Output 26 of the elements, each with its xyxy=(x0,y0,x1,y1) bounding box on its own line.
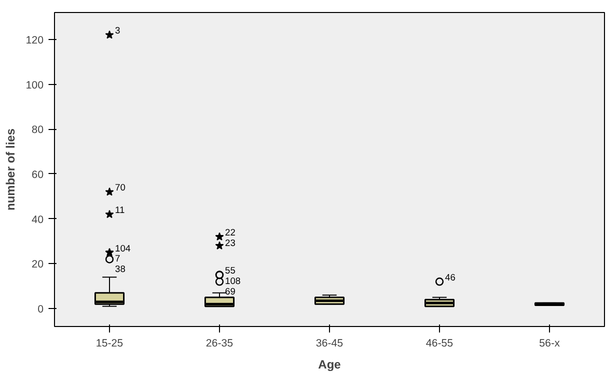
annotation: 69 xyxy=(225,286,236,297)
annotation: 22 xyxy=(225,228,236,238)
annotation: 55 xyxy=(225,266,236,276)
x-tick-label: 36-45 xyxy=(316,338,344,350)
y-tick-label: 40 xyxy=(32,214,44,226)
y-tick-label: 20 xyxy=(32,258,44,271)
x-tick-label: 15-25 xyxy=(96,338,124,350)
annotation: 70 xyxy=(115,182,126,193)
annotation: 38 xyxy=(115,264,126,274)
annotation: 11 xyxy=(115,205,125,216)
y-tick-label: 0 xyxy=(38,304,44,316)
annotation: 7 xyxy=(115,254,120,264)
annotation: 3 xyxy=(115,26,120,36)
annotation: 108 xyxy=(225,276,241,286)
y-tick-label: 60 xyxy=(32,168,44,181)
y-tick-label: 80 xyxy=(32,124,44,136)
x-tick-label: 56-x xyxy=(539,338,561,350)
annotation: 104 xyxy=(115,243,131,254)
x-tick-label: 26-35 xyxy=(206,338,234,350)
y-tick-label: 100 xyxy=(26,79,44,92)
annotation: 23 xyxy=(225,238,236,248)
y-tick-label: 120 xyxy=(26,34,44,46)
x-tick-label: 46-55 xyxy=(426,338,454,350)
x-axis-title: Age xyxy=(318,358,342,372)
annotation: 46 xyxy=(445,272,456,282)
y-axis-title: number of lies xyxy=(4,128,18,211)
